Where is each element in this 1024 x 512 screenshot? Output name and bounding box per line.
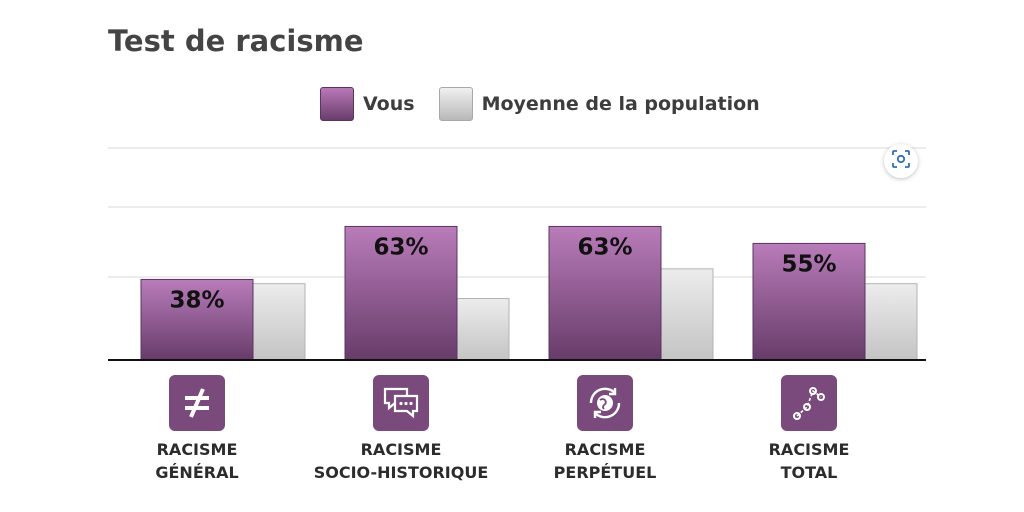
bar-population[interactable] bbox=[456, 298, 510, 361]
bar-value-label: 63% bbox=[373, 234, 428, 260]
category-label: RACISME GÉNÉRAL bbox=[97, 438, 297, 484]
category-label-line: GÉNÉRAL bbox=[155, 463, 239, 482]
legend-swatch-population bbox=[438, 87, 473, 121]
category-label-line: TOTAL bbox=[780, 463, 838, 482]
bar-value-label: 55% bbox=[781, 251, 836, 277]
category-label-line: RACISME bbox=[564, 440, 646, 459]
category-label-line: PERPÉTUEL bbox=[553, 463, 657, 482]
zoom-icon bbox=[891, 149, 911, 173]
legend-item-you[interactable]: Vous bbox=[320, 87, 415, 121]
bar-population[interactable] bbox=[864, 283, 918, 361]
bar-value-label: 38% bbox=[169, 287, 224, 313]
chart-title: Test de racisme bbox=[108, 24, 364, 58]
line-chart-icon bbox=[781, 375, 837, 431]
globe-cycle-icon bbox=[577, 375, 633, 431]
category-label: RACISME SOCIO-HISTORIQUE bbox=[301, 438, 501, 484]
legend-label-population: Moyenne de la population bbox=[481, 93, 760, 115]
legend-label-you: Vous bbox=[363, 93, 415, 115]
category-label-line: RACISME bbox=[156, 440, 238, 459]
zoom-button[interactable] bbox=[884, 144, 918, 178]
bar-population[interactable] bbox=[660, 268, 714, 361]
bar-you[interactable] bbox=[140, 278, 254, 361]
legend-item-population[interactable]: Moyenne de la population bbox=[438, 87, 760, 121]
category-label-line: RACISME bbox=[768, 440, 850, 459]
category-label: RACISME PERPÉTUEL bbox=[505, 438, 705, 484]
bar-you[interactable] bbox=[344, 225, 458, 361]
category-label-line: SOCIO-HISTORIQUE bbox=[313, 463, 489, 482]
category-label: RACISME TOTAL bbox=[709, 438, 909, 484]
legend-swatch-you bbox=[320, 87, 354, 121]
bar-population[interactable] bbox=[252, 283, 306, 361]
not-equal-icon bbox=[169, 375, 225, 431]
bar-you[interactable] bbox=[752, 242, 866, 361]
legend: Vous Moyenne de la population bbox=[320, 86, 784, 122]
chat-bubbles-icon bbox=[373, 375, 429, 431]
bar-value-label: 63% bbox=[577, 234, 632, 260]
bar-you[interactable] bbox=[548, 225, 662, 361]
category-label-line: RACISME bbox=[360, 440, 442, 459]
